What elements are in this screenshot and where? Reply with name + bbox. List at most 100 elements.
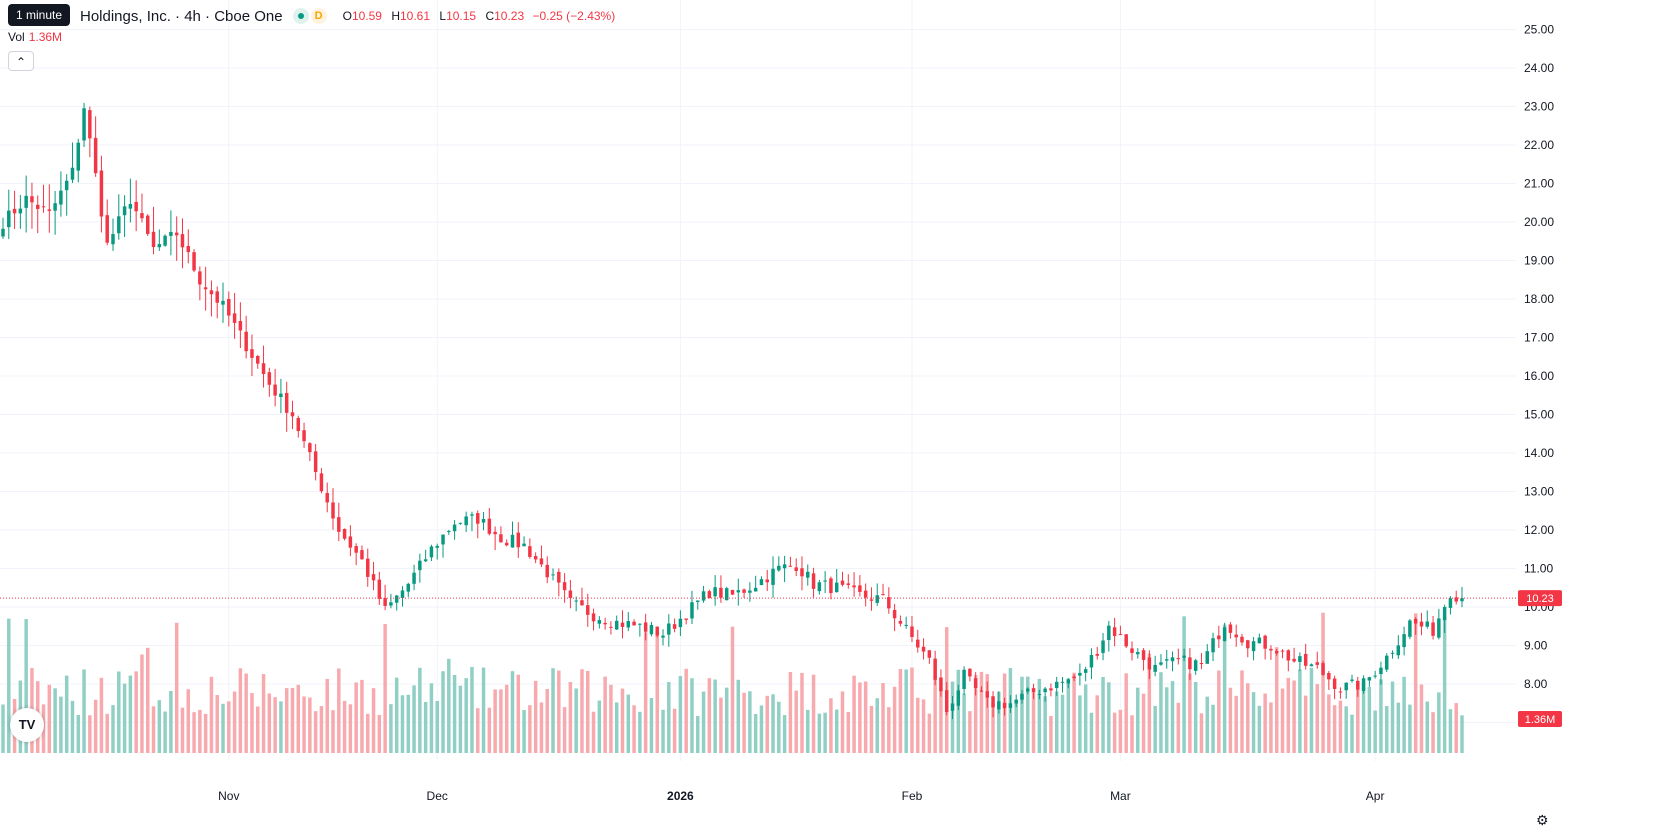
volume-bar	[1130, 715, 1134, 753]
candle-body	[412, 572, 416, 584]
candle-body	[267, 372, 272, 385]
candle-body	[383, 598, 387, 606]
candle-body	[678, 618, 683, 628]
volume-bar	[1384, 706, 1389, 753]
volume-bar	[400, 695, 405, 753]
volume-bar	[551, 668, 555, 753]
candle-body	[719, 587, 723, 598]
volume-bar	[1182, 616, 1186, 753]
price-tick-label: 9.00	[1524, 639, 1548, 653]
candle-body	[1454, 597, 1458, 602]
volume-bar	[88, 715, 92, 753]
candle-body	[730, 589, 735, 595]
symbol-title[interactable]: Holdings, Inc. · 4h · Cboe One	[80, 7, 283, 25]
volume-value: 1.36M	[28, 30, 63, 44]
volume-bar	[1054, 691, 1059, 753]
volume-bar	[435, 700, 439, 753]
candle-body	[1315, 662, 1319, 665]
candle-body	[1, 228, 5, 237]
candle-body	[464, 516, 468, 526]
candle-body	[1188, 657, 1192, 670]
candle-body	[1431, 622, 1435, 636]
volume-bar	[394, 677, 399, 753]
candle-body	[881, 594, 885, 596]
candle-body	[1008, 703, 1013, 708]
candle-body	[1402, 634, 1406, 648]
candle-body	[580, 600, 584, 606]
volume-bar	[1298, 669, 1302, 753]
time-axis[interactable]: Nov Dec 2026 Feb Mar Apr	[218, 789, 1384, 803]
volume-bar	[70, 700, 75, 753]
volume-bar	[174, 622, 179, 753]
collapse-legend-button[interactable]: ⌃	[8, 51, 34, 71]
volume-bar	[892, 686, 897, 753]
volume-bar	[603, 676, 607, 753]
volume-bar	[250, 693, 254, 753]
volume-bar	[516, 674, 521, 753]
volume-bar	[939, 686, 943, 753]
volume-bar	[117, 671, 121, 753]
volume-bar	[1101, 676, 1105, 753]
volume-bar	[1240, 670, 1244, 753]
volume-bar	[736, 679, 741, 753]
tradingview-logo-icon[interactable]: TV	[10, 708, 44, 742]
candle-body	[447, 531, 451, 533]
volume-bar	[684, 668, 688, 753]
candle-body	[389, 602, 393, 606]
volume-bar	[1327, 694, 1331, 753]
candle-body	[1066, 679, 1071, 684]
delayed-data-badge[interactable]: D	[310, 8, 327, 24]
candle-body	[939, 677, 943, 692]
candle-body	[806, 571, 810, 578]
candle-body	[418, 560, 422, 571]
candle-body	[1170, 657, 1175, 662]
candle-body	[1286, 650, 1291, 661]
candle-body	[933, 658, 937, 680]
candle-body	[916, 639, 920, 648]
candle-body	[493, 531, 497, 535]
candle-body	[377, 579, 382, 599]
candle-body	[174, 232, 179, 236]
chart-settings-gear-icon[interactable]: ⚙	[1536, 812, 1549, 828]
candle-body	[1136, 652, 1140, 655]
candle-body	[302, 430, 306, 442]
volume-bar	[1454, 703, 1458, 753]
legend-header: Holdings, Inc. · 4h · Cboe One D O10.59 …	[8, 4, 615, 28]
candle-body	[331, 502, 335, 519]
price-axis[interactable]: 25.00 24.00 23.00 22.00 21.00 20.00 19.00 18.00…	[1524, 23, 1554, 730]
candle-body	[516, 532, 521, 548]
candle-body	[215, 291, 219, 303]
volume-label: Vol	[8, 30, 25, 44]
volume-bar	[869, 705, 874, 753]
volume-bar	[823, 712, 827, 753]
candle-body	[551, 574, 555, 576]
volume-bar	[829, 698, 833, 753]
price-tick-label: 23.00	[1524, 100, 1554, 114]
candle-body	[169, 231, 173, 236]
volume-bar	[348, 704, 353, 753]
volume-bar	[707, 678, 712, 753]
candle-body	[82, 108, 86, 141]
volume-bar	[985, 674, 989, 753]
volume-bar	[649, 698, 654, 753]
volume-bar	[169, 690, 173, 753]
candle-body	[690, 602, 694, 619]
candle-body	[1222, 627, 1227, 641]
volume-bar	[834, 709, 839, 753]
volume-bar	[1350, 714, 1354, 753]
volume-bar	[1136, 687, 1140, 753]
interval-tooltip: 1 minute	[8, 4, 71, 26]
volume-bar	[105, 713, 109, 753]
volume-bar	[53, 688, 57, 753]
volume-bar	[1396, 702, 1401, 753]
candle-body	[1031, 688, 1036, 692]
volume-bar	[1413, 613, 1418, 753]
candle-body	[36, 204, 40, 209]
candle-body	[811, 573, 816, 589]
candle-body	[1298, 656, 1302, 662]
volume-bar	[1344, 706, 1348, 753]
time-tick-label: Apr	[1366, 789, 1385, 803]
volume-bar	[1147, 653, 1152, 753]
volume-bar	[991, 703, 995, 753]
